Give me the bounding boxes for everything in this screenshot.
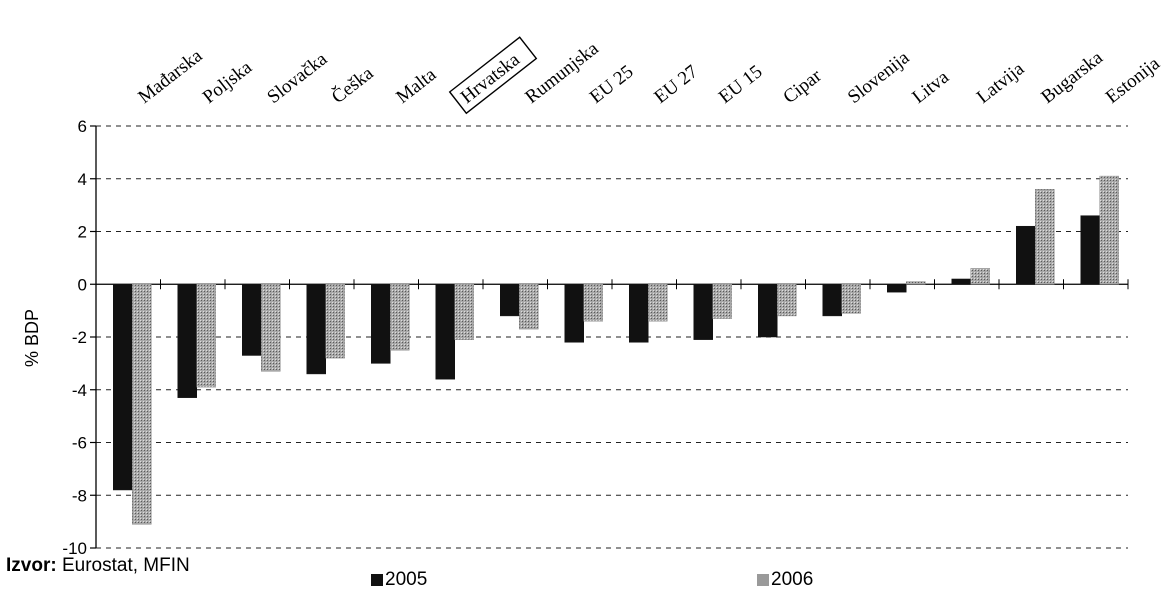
bar-2006-14 [970,268,990,285]
bar-2006-7 [519,284,539,330]
legend-label-2005: 2005 [385,569,428,590]
y-axis-label: % BDP [22,309,42,367]
bar-2005-1 [113,284,133,491]
bar-2005-15 [1016,225,1036,285]
bar-2006-1 [132,284,152,525]
bar-2006-16 [1099,175,1119,285]
bar-2005-9 [629,284,649,343]
bar-2005-7 [500,284,520,317]
bar-2006-5 [390,284,410,351]
category-label-11: Cipar [779,65,826,108]
bar-2005-12 [822,284,842,317]
bar-2005-10 [693,284,713,340]
y-tick-label: 6 [78,117,87,136]
category-label-9: EU 27 [650,61,702,108]
legend-swatch-2005 [371,574,383,586]
legend-label-2006: 2006 [771,569,814,590]
source-text: Eurostat, MFIN [61,555,190,576]
category-label-3: Slovačka [263,48,331,108]
bar-2005-4 [306,284,326,375]
category-label-8: EU 25 [586,61,638,108]
bar-2005-3 [242,284,262,356]
legend-item-2006: 2006 [757,569,813,591]
y-tick-label: -4 [72,381,87,400]
bar-2006-9 [648,284,668,322]
y-tick-label: 2 [78,223,87,242]
y-tick-label: 0 [78,275,87,294]
y-tick-label: -2 [72,328,87,347]
bar-2005-14 [951,278,971,285]
legend-swatch-2006 [757,574,769,586]
category-label-2: Poljska [199,57,256,108]
bar-2006-12 [841,284,861,314]
y-tick-label: 4 [78,170,87,189]
category-label-4: Češka [327,62,378,108]
bar-2005-6 [435,284,455,380]
y-tick-label: -8 [72,486,87,505]
bars [113,175,1119,525]
y-tick-label: -10 [62,539,87,558]
source-note: Izvor: Eurostat, MFIN [6,555,190,577]
bar-2005-5 [371,284,391,364]
bar-2005-11 [758,284,778,338]
bar-2006-13 [906,281,926,285]
category-label-1: Mađarska [134,45,206,108]
bar-2005-16 [1080,215,1100,285]
bar-2006-3 [261,284,281,372]
bar-2005-8 [564,284,584,343]
category-label-15: Bugarska [1037,47,1107,108]
category-label-14: Latvija [973,58,1029,108]
category-label-13: Litva [908,66,953,108]
bar-2005-2 [177,284,197,398]
bar-2006-4 [325,284,345,359]
y-tick-label: -6 [72,434,87,453]
category-label-5: Malta [392,64,440,108]
bar-2006-2 [196,284,216,388]
category-label-12: Slovenija [844,47,914,108]
highlight-box [448,36,538,115]
bar-2006-11 [777,284,797,317]
category-label-16: Estonija [1102,53,1164,108]
bar-2006-6 [454,284,474,340]
source-label: Izvor: [6,555,57,576]
category-label-10: EU 15 [715,61,767,108]
bar-2006-10 [712,284,732,319]
bar-2006-8 [583,284,603,322]
bar-2005-13 [887,284,907,293]
bar-2006-15 [1035,189,1055,285]
legend-item-2005: 2005 [371,569,427,591]
